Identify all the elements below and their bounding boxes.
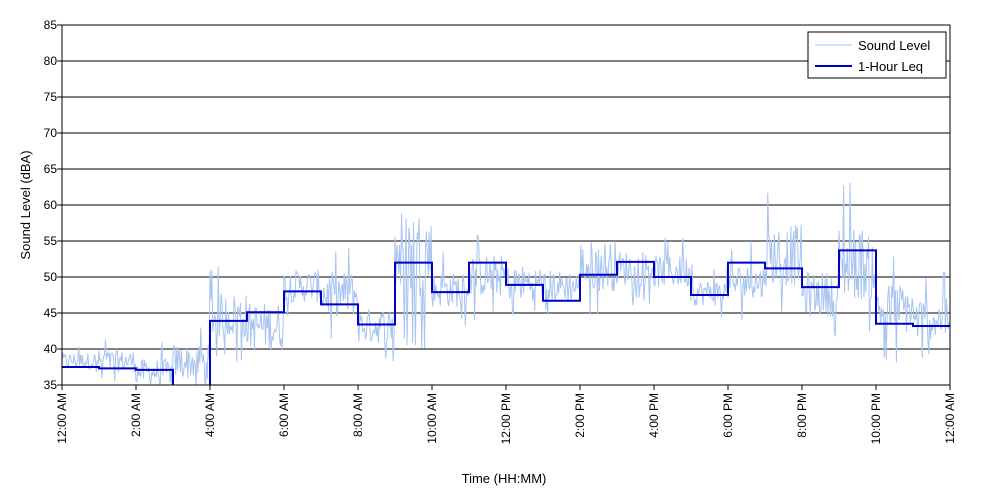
tick-label-x-8: 8:00 AM [351,393,365,437]
leq-series [62,249,950,385]
tick-label-y-35: 35 [44,378,58,392]
tick-label-y-60: 60 [44,198,58,212]
x-axis-title: Time (HH:MM) [462,471,547,486]
tick-label-y-65: 65 [44,162,58,176]
y-axis-ticks: 35 40 45 50 55 60 65 70 75 80 85 [44,18,62,392]
tick-label-x-2: 2:00 AM [129,393,143,437]
tick-label-y-80: 80 [44,54,58,68]
legend-label-sound-level: Sound Level [858,38,930,53]
legend: Sound Level 1-Hour Leq [807,31,947,79]
tick-label-x-0: 12:00 AM [55,393,69,444]
legend-label-leq: 1-Hour Leq [858,59,923,74]
tick-label-x-22: 10:00 PM [869,393,883,444]
tick-label-y-45: 45 [44,306,58,320]
tick-label-x-20: 8:00 PM [795,393,809,438]
tick-label-x-6: 6:00 AM [277,393,291,437]
tick-label-x-12: 12:00 PM [499,393,513,444]
tick-label-y-70: 70 [44,126,58,140]
tick-label-y-85: 85 [44,18,58,32]
tick-label-x-10: 10:00 AM [425,393,439,444]
leq-step-line [62,249,950,385]
legend-box [807,31,947,79]
tick-label-y-75: 75 [44,90,58,104]
tick-label-y-55: 55 [44,234,58,248]
y-axis-title: Sound Level (dBA) [18,150,33,259]
tick-label-x-24: 12:00 AM [943,393,957,444]
x-axis-ticks: 12:00 AM 2:00 AM 4:00 AM 6:00 AM 8:00 AM 10:0… [55,385,957,444]
tick-label-x-16: 4:00 PM [647,393,661,438]
tick-label-x-4: 4:00 AM [203,393,217,437]
tick-label-y-50: 50 [44,270,58,284]
tick-label-x-14: 2:00 PM [573,393,587,438]
tick-label-x-18: 6:00 PM [721,393,735,438]
tick-label-y-40: 40 [44,342,58,356]
